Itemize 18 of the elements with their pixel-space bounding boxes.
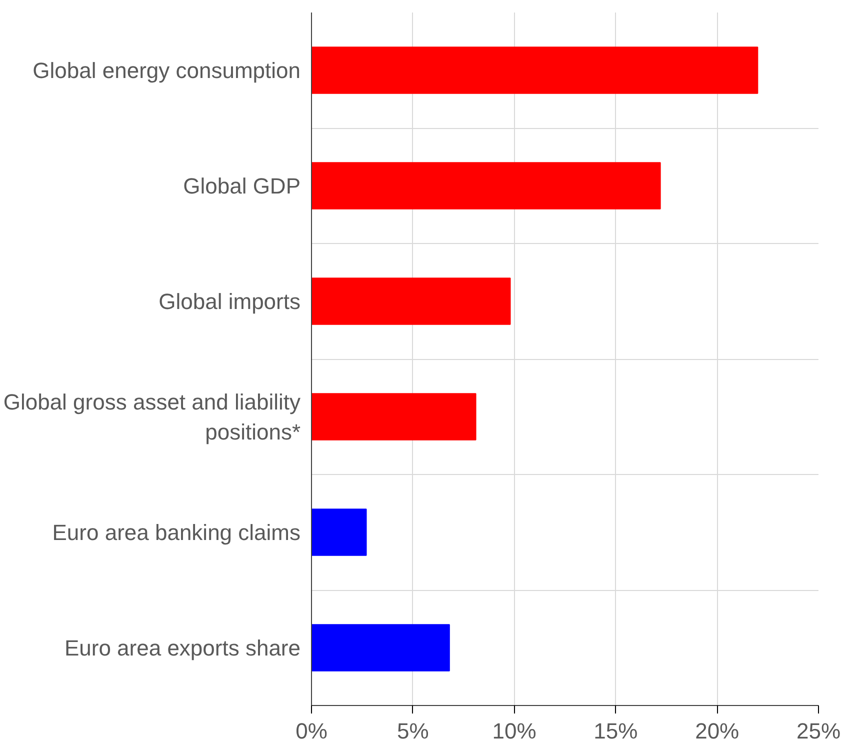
bar [312, 278, 511, 325]
x-tick-label: 10% [492, 718, 536, 744]
x-tick-label: 20% [695, 718, 740, 744]
bar [312, 508, 367, 556]
y-tick-label: Global gross asset and liability positions* [3, 389, 301, 444]
y-tick-label: Global energy consumption [32, 58, 301, 83]
bar [312, 393, 476, 440]
bar [312, 46, 758, 94]
bar [312, 162, 661, 210]
y-tick-label: Euro area banking claims [52, 520, 301, 545]
x-tick-label: 5% [397, 718, 429, 744]
x-tick-label: 0% [296, 718, 328, 744]
bar [312, 624, 450, 672]
y-tick-label: Global GDP [183, 173, 301, 198]
y-tick-label: Global imports [158, 288, 301, 314]
x-tick-label: 25% [796, 718, 841, 744]
x-tick-label: 15% [594, 718, 638, 744]
y-tick-label: Euro area exports share [64, 635, 301, 660]
